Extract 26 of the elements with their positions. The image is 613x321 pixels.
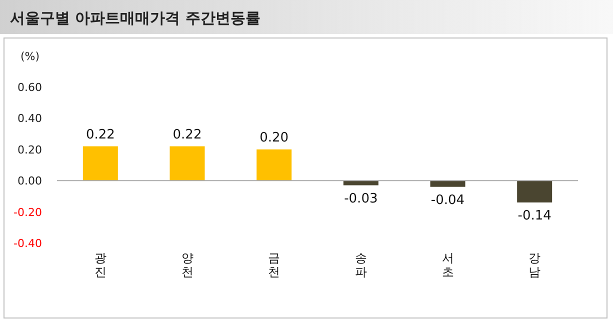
chart-title: 서울구별 아파트매매가격 주간변동률 — [10, 9, 260, 27]
data-label: 0.22 — [86, 127, 115, 142]
x-tick-label: 양천 — [181, 251, 194, 279]
x-tick-label: 송파 — [354, 251, 367, 279]
y-tick-label: 0.20 — [18, 143, 42, 156]
y-tick-label: 0.40 — [18, 112, 42, 126]
x-tick-label: 광진 — [94, 251, 106, 279]
x-tick-label: 강남 — [528, 251, 541, 279]
data-label: 0.22 — [172, 127, 202, 142]
bar — [343, 180, 378, 186]
data-label: 0.20 — [260, 130, 289, 146]
y-tick-label: -0.40 — [14, 237, 42, 250]
bar — [170, 146, 205, 181]
data-label: -0.03 — [344, 191, 378, 206]
x-tick-label: 서초 — [442, 251, 454, 279]
y-tick-label: -0.20 — [14, 206, 42, 219]
bar — [517, 180, 552, 202]
data-label: -0.14 — [518, 208, 552, 224]
y-tick-label: 0.00 — [18, 174, 42, 188]
y-tick-label: 0.60 — [18, 81, 42, 94]
data-label: -0.04 — [430, 192, 465, 208]
x-tick-label: 금천 — [268, 251, 280, 279]
y-axis-title: (%) — [20, 50, 40, 63]
bar — [430, 180, 466, 187]
bar — [82, 146, 118, 181]
bar — [256, 149, 292, 181]
